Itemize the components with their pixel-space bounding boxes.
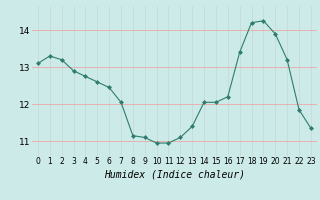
X-axis label: Humidex (Indice chaleur): Humidex (Indice chaleur) <box>104 169 245 179</box>
